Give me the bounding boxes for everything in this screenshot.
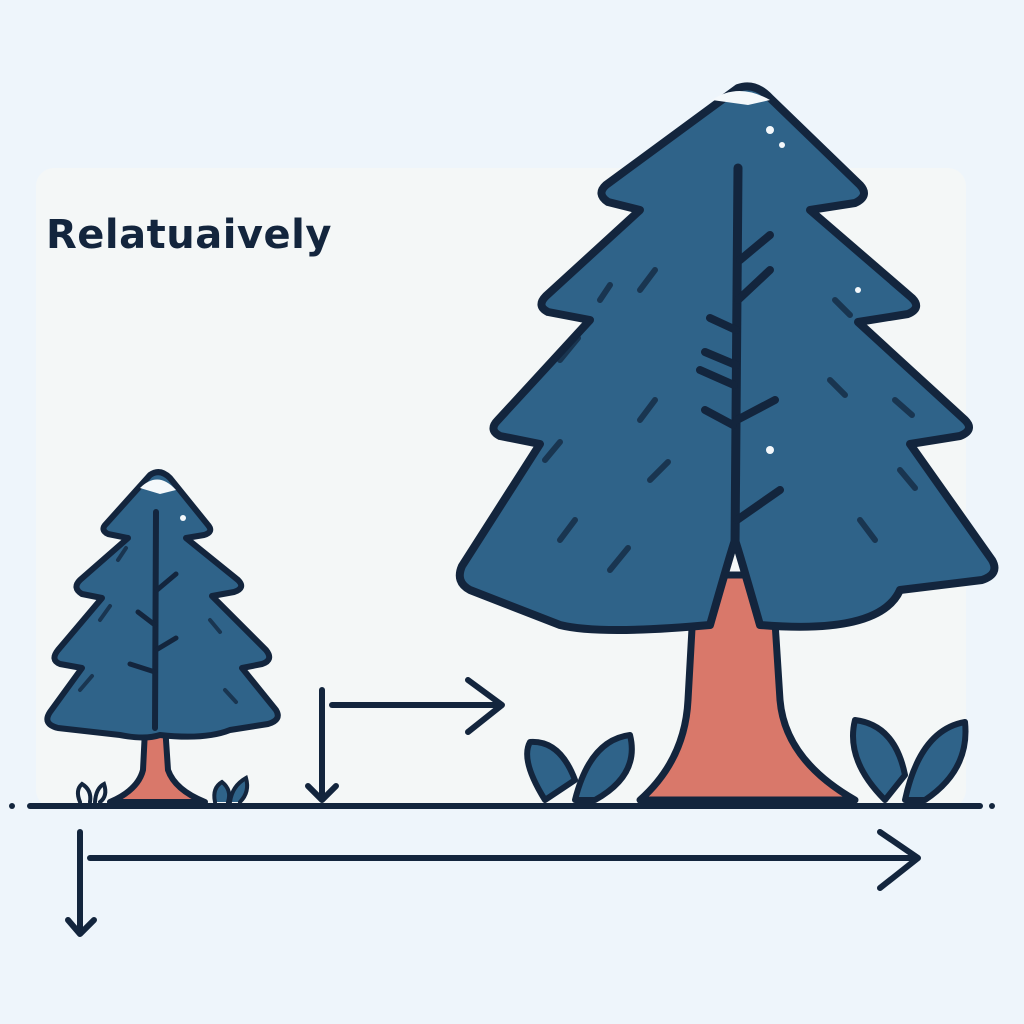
snow-dot [180, 515, 186, 521]
grass-icon [75, 774, 250, 804]
arrow-icon [305, 677, 505, 803]
snow-dot [779, 142, 785, 148]
large-tree-center-line [730, 163, 743, 553]
snow-dot [855, 287, 861, 293]
snow-dot [766, 446, 774, 454]
bush-icon [524, 732, 635, 803]
small-tree-icon [44, 469, 281, 805]
title-label: Relatuaively [46, 212, 332, 258]
small-tree-center-line [152, 509, 159, 731]
ground-dot [989, 803, 995, 809]
large-tree-icon [455, 82, 999, 804]
snow-dot [766, 126, 774, 134]
small-tree-trunk [107, 707, 208, 805]
arrow-icon [65, 829, 921, 937]
small-tree-foliage [44, 469, 281, 741]
small-tree-texture [78, 546, 238, 704]
ground-dot [9, 803, 15, 809]
bush-icon [850, 717, 969, 803]
small-tree-branch-lines [127, 571, 179, 675]
small-tree-snowcap [140, 479, 176, 494]
large-tree-branch-lines [696, 231, 784, 524]
large-tree-snowcap [712, 91, 770, 105]
large-tree-trunk [636, 571, 859, 804]
large-tree-texture [542, 267, 918, 573]
